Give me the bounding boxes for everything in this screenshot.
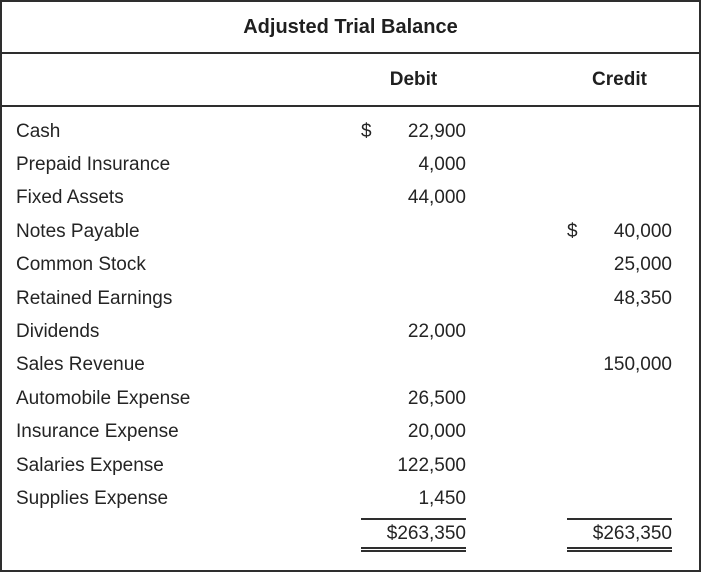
debit-amount: 22,900: [407, 120, 466, 142]
debit-amount-cell: 20,000: [361, 421, 466, 443]
account-name-label: Common Stock: [16, 254, 146, 276]
column-header-debit: Debit: [389, 68, 438, 90]
account-name-label: Notes Payable: [16, 220, 140, 242]
column-header-credit: Credit: [592, 68, 647, 90]
credit-amount: 40,000: [613, 220, 672, 242]
account-name-label: Dividends: [16, 321, 100, 343]
debit-amount: 1,450: [418, 487, 466, 509]
account-name-label: Insurance Expense: [16, 421, 179, 443]
debit-amount: 22,000: [407, 321, 466, 343]
credit-amount-cell: 25,000: [567, 254, 672, 276]
dollar-sign: $: [361, 120, 372, 142]
debit-total: $263,350: [361, 517, 466, 552]
account-name-label: Sales Revenue: [16, 354, 145, 376]
table-row: Insurance Expense 20,000: [2, 416, 699, 449]
account-name-label: Retained Earnings: [16, 287, 173, 309]
debit-amount-cell: $22,900: [361, 121, 466, 143]
account-name-label: Salaries Expense: [16, 454, 164, 476]
debit-amount-cell: 26,500: [361, 388, 466, 410]
table-row: Common Stock 25,000: [2, 249, 699, 282]
table-row: Notes Payable $40,000: [2, 215, 699, 248]
table-row: Sales Revenue 150,000: [2, 349, 699, 382]
account-name-label: Automobile Expense: [16, 387, 191, 409]
table-row: Cash $22,900: [2, 115, 699, 148]
credit-amount-cell: 150,000: [567, 354, 672, 376]
table-row: Dividends 22,000: [2, 315, 699, 348]
table-row: Prepaid Insurance 4,000: [2, 148, 699, 181]
credit-amount-cell: 48,350: [567, 288, 672, 310]
table-body: Cash $22,900 Prepaid Insurance 4,000 Fixed A…: [2, 107, 699, 552]
account-name-label: Supplies Expense: [16, 487, 169, 509]
table-row: Fixed Assets 44,000: [2, 182, 699, 215]
table-row: Salaries Expense 122,500: [2, 449, 699, 482]
debit-amount-cell: 122,500: [361, 455, 466, 477]
table-title: Adjusted Trial Balance: [2, 2, 699, 54]
debit-amount-cell: 4,000: [361, 154, 466, 176]
credit-total: $263,350: [567, 517, 672, 552]
credit-amount: 150,000: [603, 354, 672, 376]
table-row: Retained Earnings 48,350: [2, 282, 699, 315]
account-name-label: Cash: [16, 120, 61, 142]
table-row: Supplies Expense 1,450: [2, 482, 699, 515]
column-header-row: Debit Credit: [2, 54, 699, 107]
account-name-label: Prepaid Insurance: [16, 154, 171, 176]
debit-amount: 4,000: [418, 154, 466, 176]
debit-amount-cell: 1,450: [361, 488, 466, 510]
debit-amount-cell: 22,000: [361, 321, 466, 343]
debit-amount-cell: 44,000: [361, 187, 466, 209]
totals-row: $263,350 $263,350: [2, 517, 699, 552]
credit-amount-cell: $40,000: [567, 221, 672, 243]
debit-amount: 44,000: [407, 187, 466, 209]
account-name-label: Fixed Assets: [16, 187, 124, 209]
table-row: Automobile Expense 26,500: [2, 382, 699, 415]
dollar-sign: $: [567, 220, 578, 242]
credit-amount: 25,000: [613, 254, 672, 276]
debit-amount: 26,500: [407, 387, 466, 409]
debit-amount: 20,000: [407, 421, 466, 443]
credit-amount: 48,350: [613, 287, 672, 309]
debit-amount: 122,500: [397, 454, 466, 476]
